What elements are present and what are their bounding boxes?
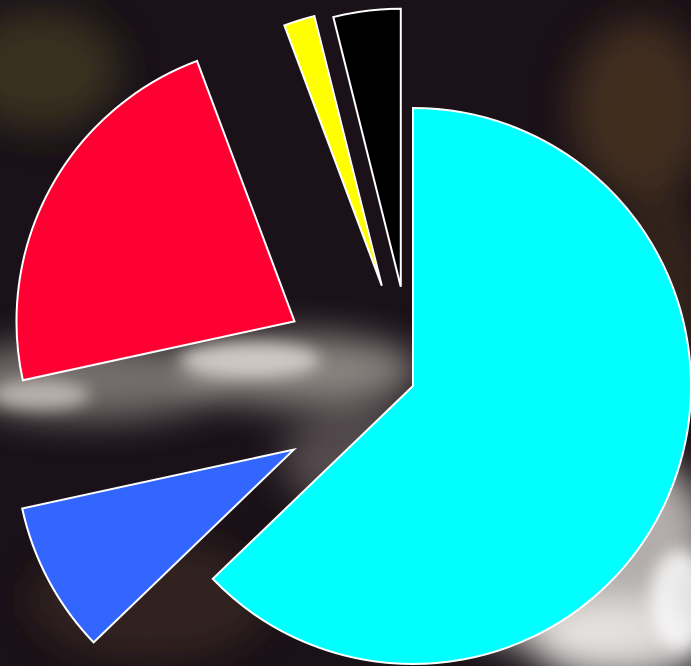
yellow-slice xyxy=(283,14,383,287)
background-highlights xyxy=(0,342,691,650)
pie-slices xyxy=(15,7,691,665)
red-slice xyxy=(15,59,296,382)
black-slice xyxy=(332,7,402,287)
blue-slice xyxy=(21,447,298,644)
cyan-slice xyxy=(211,106,691,665)
